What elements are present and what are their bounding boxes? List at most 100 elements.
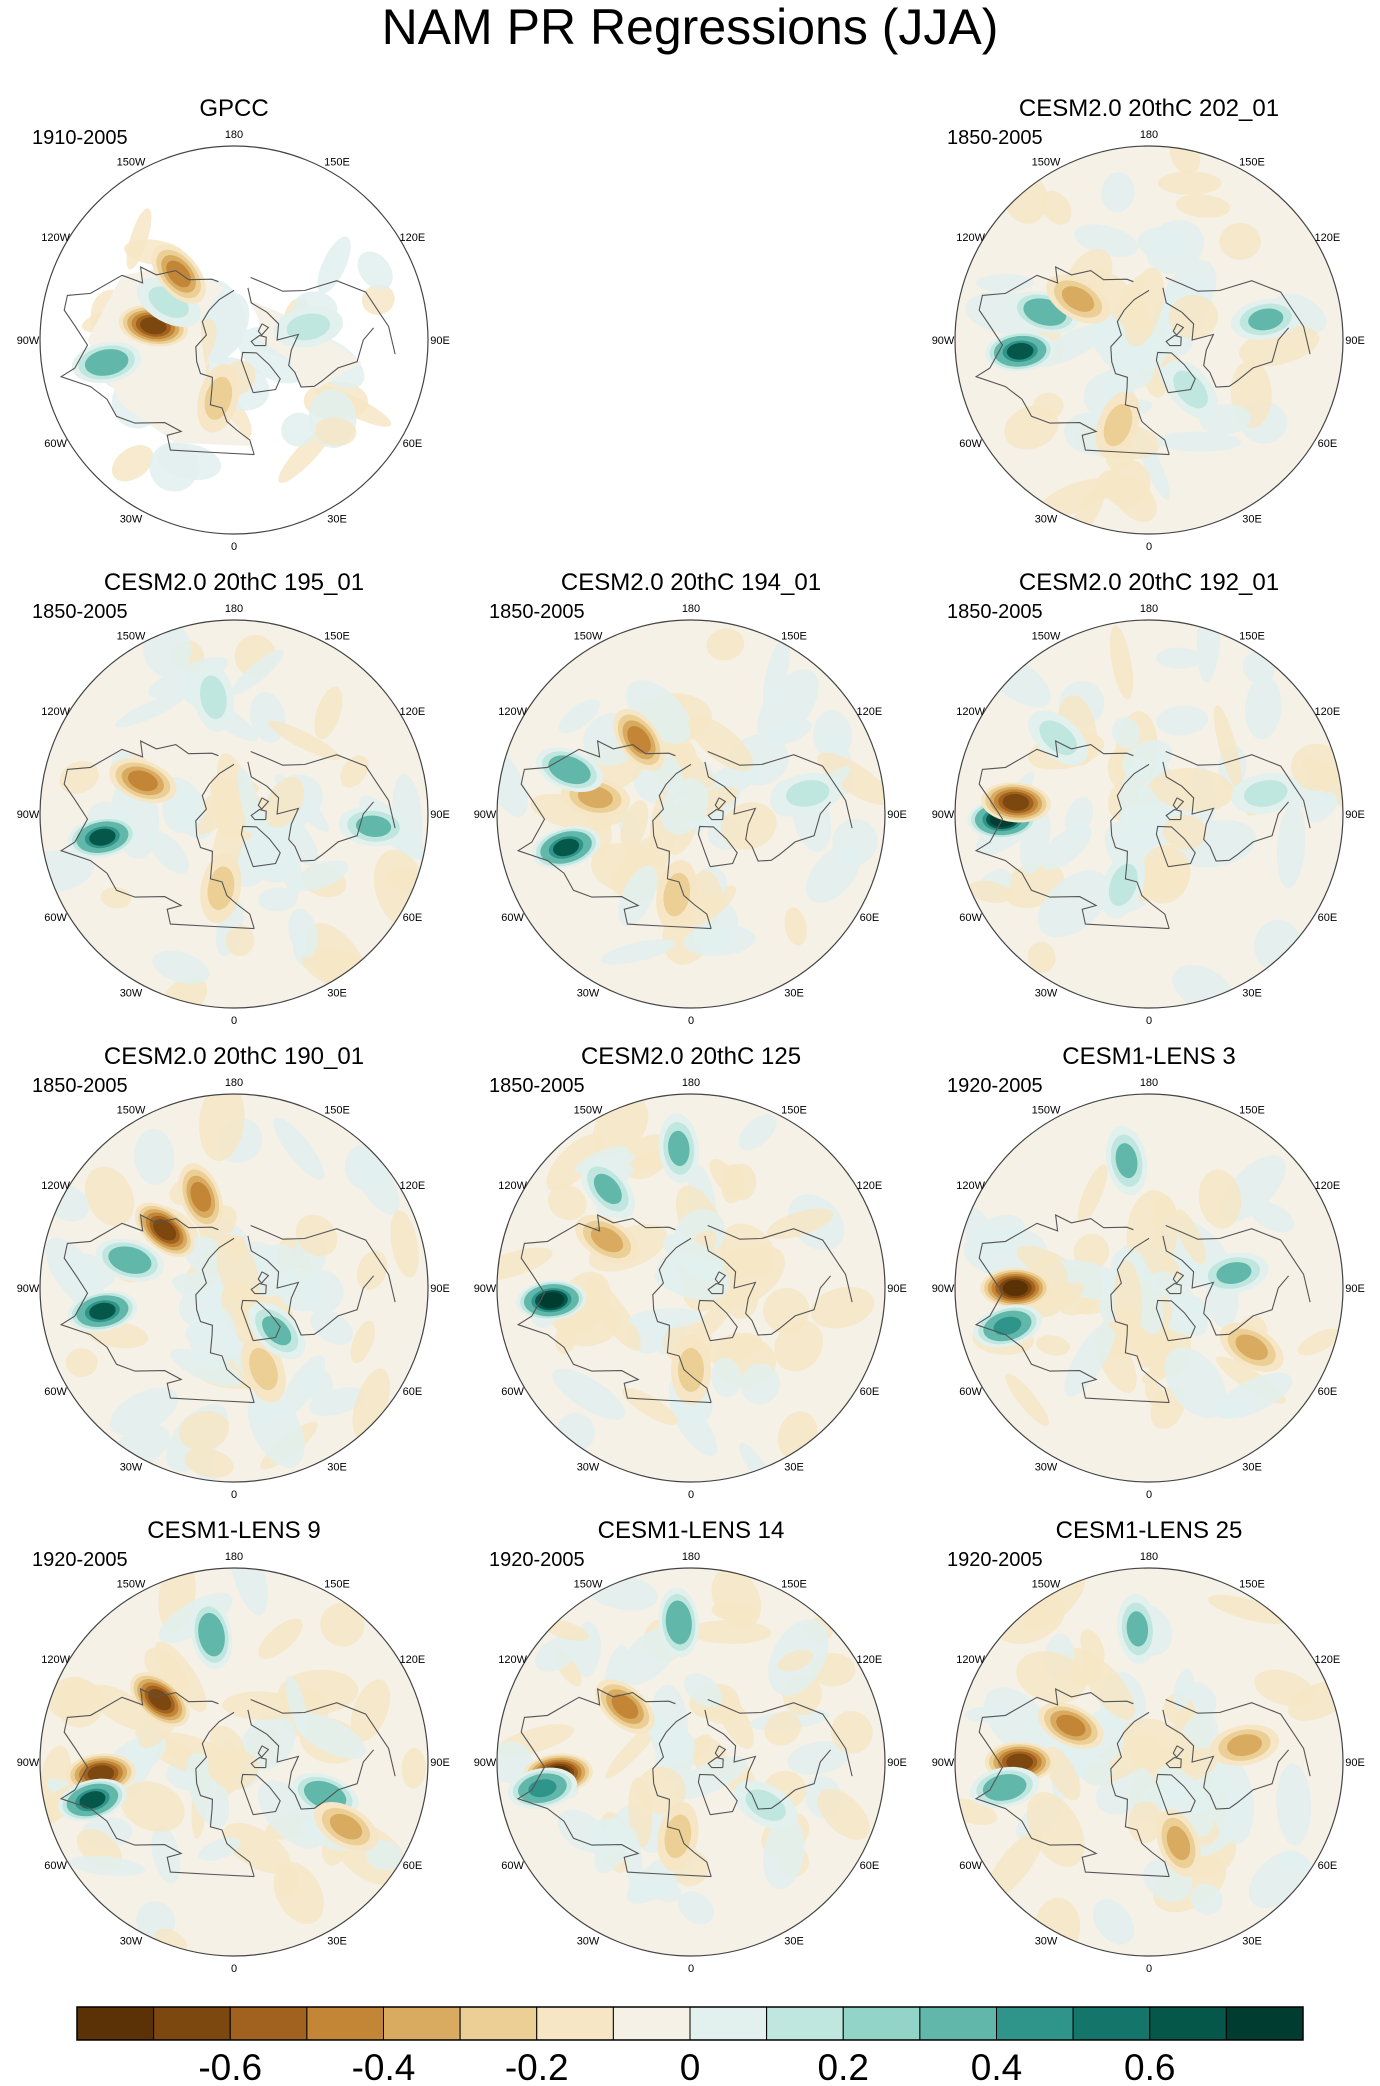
coastline (247, 1709, 375, 1810)
field-blob (975, 273, 1034, 292)
longitude-label: 0 (1146, 1015, 1152, 1027)
colorbar-frame (76, 2006, 1304, 2041)
field-blob (1219, 223, 1261, 261)
longitude-label: 180 (1140, 1077, 1158, 1089)
value-contour (1006, 342, 1034, 360)
longitude-label: 120E (400, 232, 426, 244)
field-blob (688, 715, 754, 772)
field-blob (1250, 1201, 1295, 1233)
field-blob (240, 1713, 296, 1771)
colorbar-tick-label: -0.2 (505, 2047, 569, 2086)
field-blob (295, 1214, 338, 1257)
value-contour (1227, 1734, 1263, 1757)
longitude-label: 60W (44, 1860, 67, 1872)
field-blob (258, 1779, 325, 1849)
field-blob (184, 1448, 234, 1478)
field-blob (757, 669, 819, 744)
panel-title: CESM2.0 20thC 194_01 (561, 569, 821, 596)
coastline (257, 1745, 270, 1758)
map-panel: 180 150E 120E 90E 60E 30E 0 30W 60W 90W 120W 150W CE… (17, 1043, 450, 1501)
longitude-label: 150W (117, 1579, 146, 1591)
field-blob (258, 1618, 303, 1660)
coastline (59, 740, 255, 930)
field-blob (1033, 392, 1064, 419)
coastline (707, 1698, 853, 1777)
coastline (250, 1224, 396, 1303)
field-blob (350, 1679, 391, 1742)
map-boundary (496, 1567, 886, 1957)
value-contour (590, 1226, 624, 1253)
longitude-label: 30W (1035, 513, 1058, 525)
field-blob (1092, 1899, 1135, 1945)
colorbar-swatch (766, 2006, 844, 2041)
panels: 180 150E 120E 90E 60E 30E 0 30W 60W 90W 120W 150W GP… (17, 95, 1365, 1975)
value-contour (79, 1791, 106, 1809)
field-blob (357, 251, 393, 290)
longitude-label: 150W (117, 1105, 146, 1117)
longitude-label: 90W (17, 1283, 40, 1295)
longitude-label: 0 (1146, 541, 1152, 553)
longitude-label: 150E (324, 157, 350, 169)
field-blob (1109, 625, 1134, 700)
field-blob (1162, 814, 1207, 850)
field-blob (120, 1781, 185, 1832)
coastline (714, 1271, 727, 1284)
map-panel: 180 150E 120E 90E 60E 30E 0 30W 60W 90W 120W 150W GP… (17, 95, 450, 553)
colorbar-swatch (306, 2006, 384, 2041)
longitude-label: 120W (498, 1180, 527, 1192)
coastline (1165, 276, 1311, 355)
coastline (707, 1756, 724, 1769)
coastline (195, 1711, 255, 1877)
longitude-label: 0 (1146, 1489, 1152, 1501)
value-contour (140, 317, 167, 335)
longitude-label: 0 (231, 541, 237, 553)
longitude-label: 120E (1315, 1180, 1341, 1192)
coastline (195, 1237, 255, 1403)
longitude-label: 150E (1239, 1105, 1265, 1117)
field-blob (656, 1252, 730, 1301)
longitude-label: 180 (225, 1551, 243, 1563)
field-blob (764, 1711, 801, 1746)
longitude-label: 30E (327, 1935, 347, 1947)
longitude-label: 60E (1318, 1386, 1338, 1398)
longitude-label: 90E (887, 1757, 907, 1769)
longitude-label: 90W (932, 809, 955, 821)
panel-period: 1850-2005 (489, 1075, 585, 1097)
coastline (714, 1745, 727, 1758)
field-blob (787, 1740, 851, 1775)
value-contour (286, 313, 331, 341)
value-contour (114, 1250, 146, 1271)
panel-period: 1910-2005 (32, 127, 128, 149)
longitude-label: 150E (781, 631, 807, 643)
longitude-label: 180 (682, 1077, 700, 1089)
coastlines (516, 740, 853, 930)
colorbar-tick-label: 0.2 (818, 2047, 869, 2086)
map-panel: 180 150E 120E 90E 60E 30E 0 30W 60W 90W 120W 150W CE… (932, 1043, 1365, 1501)
field-blob (1111, 717, 1141, 749)
panel-period: 1920-2005 (32, 1549, 128, 1571)
colorbar-swatch (536, 2006, 614, 2041)
longitude-label: 30W (577, 1461, 600, 1473)
field-blob (626, 680, 691, 744)
field-blob (293, 860, 349, 891)
value-contour (664, 1814, 692, 1859)
map-panel: 180 150E 120E 90E 60E 30E 0 30W 60W 90W 120W 150W CE… (17, 569, 450, 1027)
coastline (257, 323, 270, 336)
value-contour (669, 1606, 689, 1638)
value-contour (554, 759, 585, 781)
coastline (652, 1237, 712, 1403)
value-contour (91, 352, 122, 373)
longitude-label: 90E (430, 335, 450, 347)
field-blob (299, 1367, 333, 1401)
longitude-label: 30E (327, 987, 347, 999)
longitude-label: 150E (1239, 157, 1265, 169)
field-blob (225, 925, 255, 957)
field-blob (710, 1357, 742, 1398)
field-blob (84, 1166, 135, 1227)
coastline (704, 1235, 832, 1336)
field-blob (212, 1749, 259, 1790)
coastline (1155, 1299, 1196, 1342)
field-blob (585, 1818, 627, 1857)
coastline (1172, 1745, 1185, 1758)
